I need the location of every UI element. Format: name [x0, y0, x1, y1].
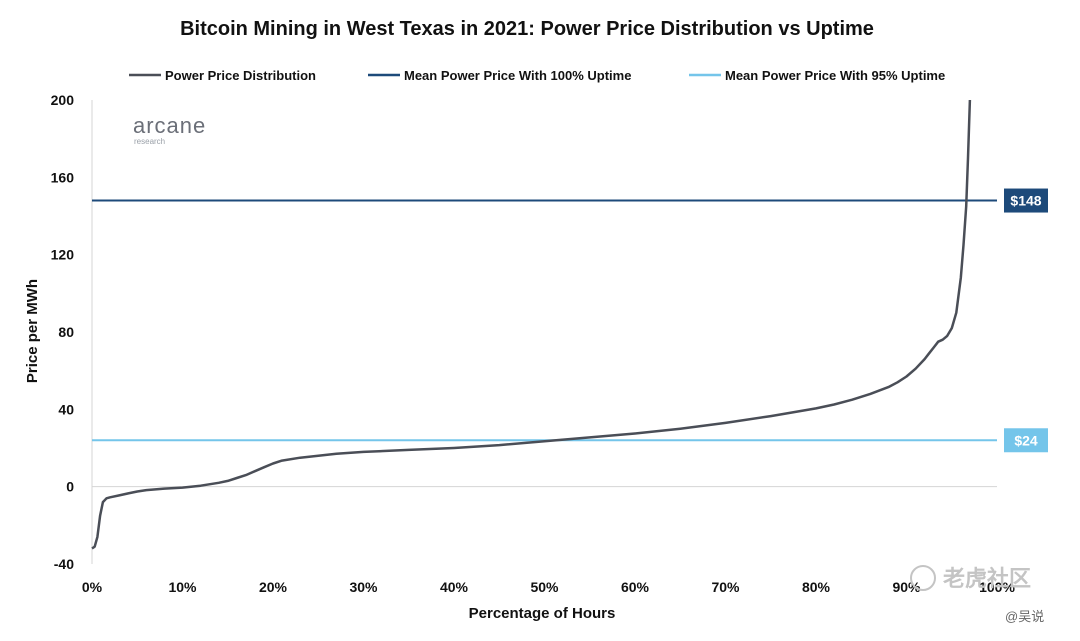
- axes: 200 160 120 80 40 0 -40 0% 10% 20% 30% 40% 50% 60% 70%…: [51, 92, 1016, 595]
- plot-area: $148 $24: [91, 99, 1048, 550]
- y-axis-label: Price per MWh: [24, 279, 41, 383]
- brand-sub: research: [134, 137, 165, 146]
- legend-label: Mean Power Price With 95% Uptime: [725, 68, 945, 83]
- watermark: 老虎社区 @吴说: [910, 565, 1044, 624]
- x-tick-label: 90%: [892, 579, 921, 595]
- x-tick-label: 70%: [711, 579, 740, 595]
- legend-label: Power Price Distribution: [165, 68, 316, 83]
- value-badge-label: $148: [1010, 193, 1041, 209]
- brand-logo: arcane research: [133, 113, 206, 146]
- x-tick-label: 10%: [168, 579, 197, 595]
- y-tick-label: -40: [54, 556, 74, 572]
- y-tick-label: 80: [58, 324, 74, 340]
- watermark-text: 老虎社区: [942, 566, 1031, 591]
- watermark-icon: [910, 565, 936, 591]
- x-tick-label: 100%: [979, 579, 1015, 595]
- x-tick-label: 60%: [621, 579, 650, 595]
- brand-name: arcane: [133, 113, 206, 138]
- y-tick-label: 160: [51, 169, 75, 185]
- y-tick-label: 0: [66, 479, 74, 495]
- value-badge-label: $24: [1014, 432, 1038, 448]
- legend: Power Price Distribution Mean Power Price…: [129, 68, 945, 83]
- x-tick-label: 50%: [530, 579, 559, 595]
- legend-item: Mean Power Price With 95% Uptime: [689, 68, 945, 83]
- value-badge: $148: [1004, 188, 1048, 213]
- chart-title: Bitcoin Mining in West Texas in 2021: Po…: [180, 18, 874, 40]
- x-axis-label: Percentage of Hours: [469, 605, 616, 622]
- x-tick-label: 20%: [259, 579, 288, 595]
- y-tick-label: 120: [51, 247, 75, 263]
- x-tick-label: 40%: [440, 579, 469, 595]
- x-tick-label: 30%: [349, 579, 378, 595]
- legend-item: Mean Power Price With 100% Uptime: [368, 68, 631, 83]
- y-tick-label: 40: [58, 401, 74, 417]
- x-tick-label: 0%: [82, 579, 103, 595]
- series-line: [91, 99, 972, 550]
- value-badge: $24: [1004, 428, 1048, 453]
- x-tick-label: 80%: [802, 579, 831, 595]
- value-badge-box: [1004, 428, 1048, 453]
- legend-label: Mean Power Price With 100% Uptime: [404, 68, 631, 83]
- legend-item: Power Price Distribution: [129, 68, 316, 83]
- value-badge-box: [1004, 188, 1048, 213]
- y-tick-label: 200: [51, 92, 75, 108]
- watermark-handle: @吴说: [1005, 609, 1044, 624]
